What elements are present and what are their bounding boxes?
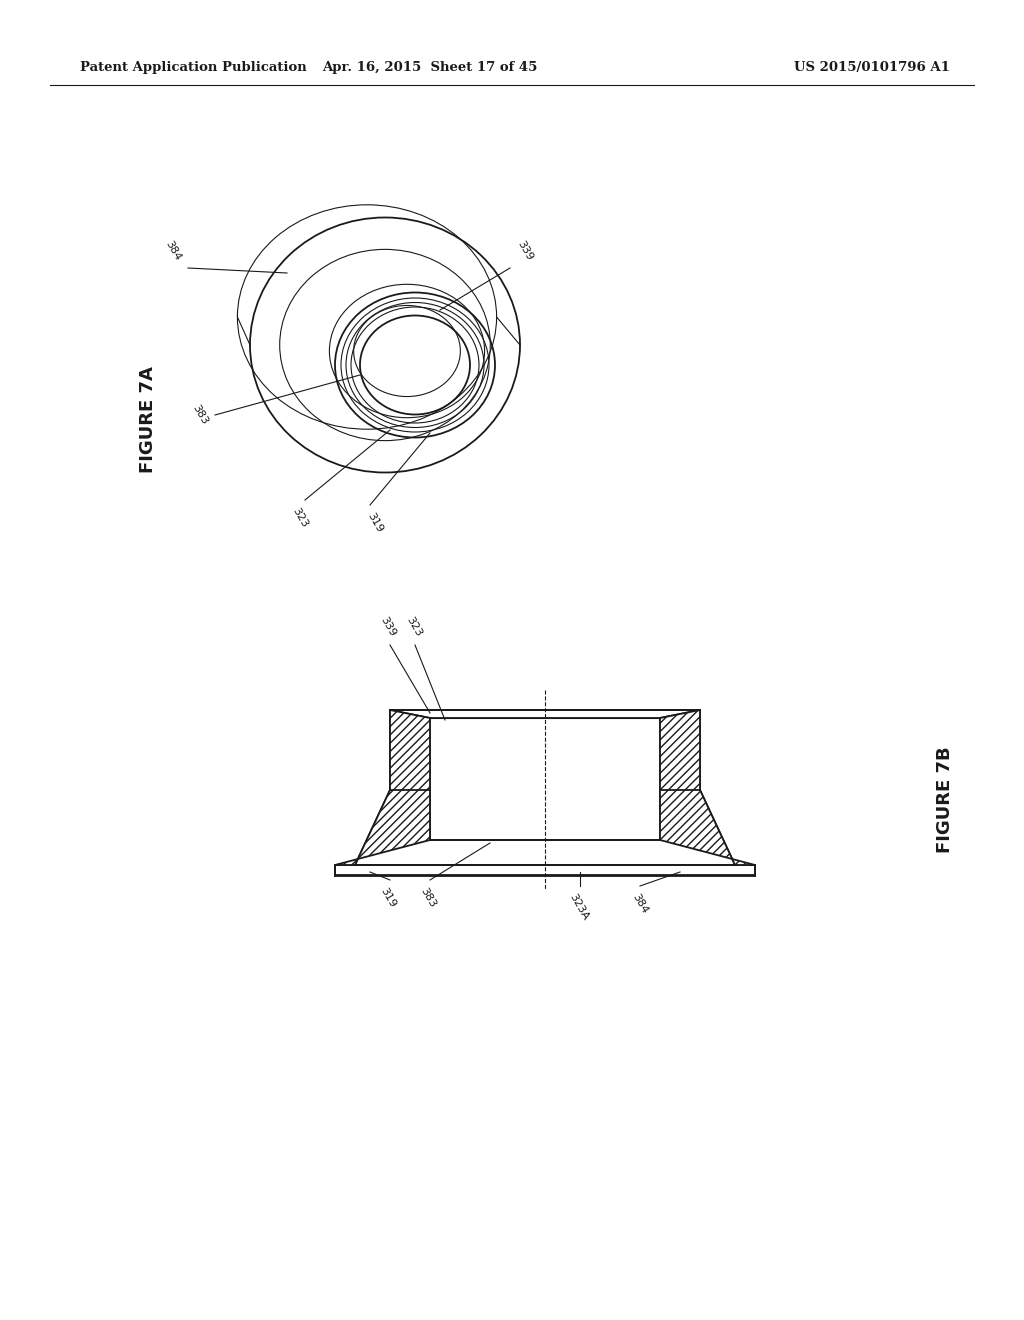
Text: FIGURE 7A: FIGURE 7A bbox=[139, 367, 157, 474]
Text: 323: 323 bbox=[291, 506, 309, 529]
Polygon shape bbox=[660, 789, 755, 865]
Text: 383: 383 bbox=[190, 404, 210, 426]
Text: FIGURE 7B: FIGURE 7B bbox=[936, 747, 954, 853]
Text: 323A: 323A bbox=[567, 892, 591, 921]
Text: 319: 319 bbox=[366, 511, 385, 535]
Text: 384: 384 bbox=[631, 892, 649, 915]
Text: 384: 384 bbox=[164, 239, 183, 261]
Text: US 2015/0101796 A1: US 2015/0101796 A1 bbox=[795, 62, 950, 74]
Text: Apr. 16, 2015  Sheet 17 of 45: Apr. 16, 2015 Sheet 17 of 45 bbox=[323, 62, 538, 74]
Polygon shape bbox=[335, 789, 430, 865]
Polygon shape bbox=[660, 710, 700, 789]
Text: Patent Application Publication: Patent Application Publication bbox=[80, 62, 307, 74]
Text: 339: 339 bbox=[515, 239, 535, 261]
Text: 319: 319 bbox=[379, 886, 397, 909]
Text: 339: 339 bbox=[379, 615, 397, 638]
Text: 383: 383 bbox=[419, 886, 437, 909]
Polygon shape bbox=[390, 710, 430, 789]
Text: 323: 323 bbox=[404, 615, 424, 638]
